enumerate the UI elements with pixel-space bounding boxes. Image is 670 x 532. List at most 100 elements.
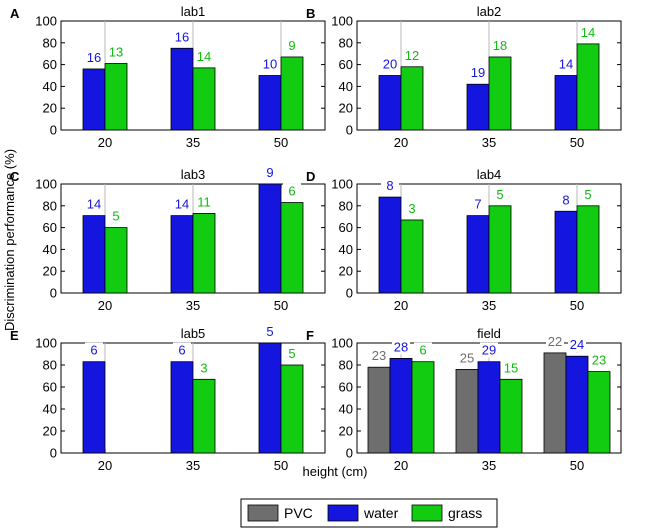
data-label-grass: 6 (419, 343, 426, 358)
data-label-water: 6 (178, 343, 185, 358)
bar-water (466, 83, 490, 131)
y-tick-label: 20 (339, 264, 353, 279)
x-tick-label: 50 (274, 458, 288, 473)
bar-grass (576, 43, 600, 131)
y-tick-label: 0 (50, 286, 57, 301)
x-tick-label: 20 (98, 298, 112, 313)
y-tick-label: 20 (43, 101, 57, 116)
panel-title-c: lab3 (181, 167, 206, 182)
data-label-grass: 3 (200, 360, 207, 375)
data-label-water: 7 (474, 197, 481, 212)
bar-water (258, 183, 282, 294)
y-tick-label: 100 (331, 14, 353, 29)
data-label-grass: 11 (197, 194, 211, 209)
data-label-bg (107, 208, 125, 224)
y-tick-label: 60 (339, 220, 353, 235)
data-label-bg (491, 186, 509, 202)
y-tick-label: 40 (43, 242, 57, 257)
panel-letter-d: D (306, 169, 315, 184)
data-label-bg (195, 48, 213, 64)
data-label-water: 20 (383, 57, 397, 72)
data-label-bg (107, 44, 125, 60)
panel-title-e: lab5 (181, 326, 206, 341)
bar-water (82, 68, 106, 131)
data-label-pvc: 22 (548, 334, 562, 349)
data-label-grass: 5 (496, 187, 503, 202)
bar-water (477, 361, 501, 454)
y-tick-label: 40 (339, 402, 353, 417)
bar-water (258, 75, 282, 131)
data-label-bg (568, 337, 586, 353)
data-label-bg (370, 348, 388, 364)
data-label-grass: 9 (288, 38, 295, 53)
data-label-water: 24 (570, 337, 584, 352)
data-label-water: 16 (87, 50, 101, 65)
data-label-bg (458, 350, 476, 366)
data-label-pvc: 25 (460, 350, 474, 365)
data-label-bg (469, 196, 487, 212)
bar-water (554, 210, 578, 294)
panel-letter-a: A (10, 6, 20, 21)
data-label-grass: 3 (408, 201, 415, 216)
x-tick-label: 20 (98, 135, 112, 150)
data-label-bg (173, 342, 191, 358)
data-label-grass: 5 (288, 346, 295, 361)
data-label-bg (173, 196, 191, 212)
y-tick-label: 80 (43, 358, 57, 373)
x-axis-label: height (cm) (302, 464, 367, 479)
y-tick-label: 80 (43, 198, 57, 213)
data-label-bg (392, 339, 410, 355)
y-tick-label: 100 (331, 336, 353, 351)
data-label-bg (403, 200, 421, 216)
bar-water (170, 47, 194, 131)
x-tick-label: 35 (482, 298, 496, 313)
y-tick-label: 0 (346, 123, 353, 138)
x-tick-label: 20 (394, 135, 408, 150)
data-label-bg (579, 186, 597, 202)
data-label-bg (590, 352, 608, 368)
bar-grass (104, 63, 128, 131)
data-label-water: 14 (87, 197, 101, 212)
y-tick-label: 100 (35, 177, 57, 192)
x-tick-label: 35 (186, 458, 200, 473)
x-tick-label: 50 (570, 298, 584, 313)
data-label-water: 8 (386, 178, 393, 193)
y-tick-label: 20 (339, 101, 353, 116)
y-tick-label: 100 (35, 336, 57, 351)
legend-label-pvc: PVC (284, 505, 313, 521)
data-label-grass: 5 (584, 187, 591, 202)
bar-grass (576, 205, 600, 294)
data-label-bg (283, 37, 301, 53)
bar-grass (499, 378, 523, 454)
y-axis-label: Discrimination performance (%) (2, 149, 17, 331)
bar-pvc (367, 366, 391, 454)
x-tick-label: 50 (570, 135, 584, 150)
x-tick-label: 35 (482, 458, 496, 473)
y-tick-label: 60 (339, 57, 353, 72)
data-label-bg (195, 194, 213, 210)
panel-letter-c: C (10, 169, 20, 184)
data-label-bg (381, 56, 399, 72)
data-label-bg (403, 47, 421, 63)
x-tick-label: 35 (186, 135, 200, 150)
data-label-pvc: 23 (372, 348, 386, 363)
bar-water (554, 75, 578, 131)
bar-water (466, 215, 490, 294)
data-label-bg (261, 56, 279, 72)
legend-label-water: water (363, 505, 399, 521)
y-tick-label: 20 (43, 264, 57, 279)
y-tick-label: 80 (339, 358, 353, 373)
y-tick-label: 20 (43, 424, 57, 439)
data-label-bg (195, 360, 213, 376)
y-tick-label: 0 (346, 286, 353, 301)
bar-grass (104, 227, 128, 294)
data-label-grass: 12 (405, 48, 419, 63)
panel-letter-f: F (306, 328, 314, 343)
y-tick-label: 40 (339, 79, 353, 94)
legend-swatch-pvc (247, 504, 279, 522)
x-tick-label: 20 (394, 458, 408, 473)
